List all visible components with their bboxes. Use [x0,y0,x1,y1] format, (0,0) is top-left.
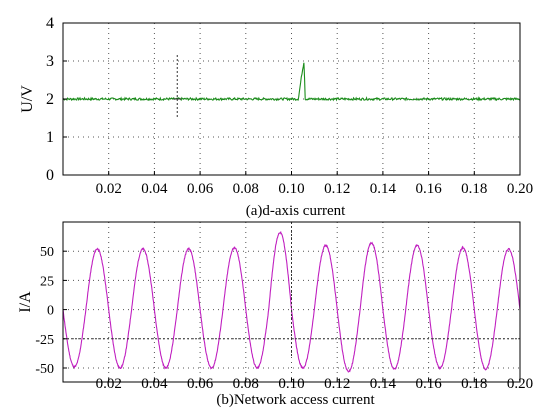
x-tick-label: 0.10 [278,376,304,392]
x-tick-label: 0.16 [415,376,442,392]
x-tick-label: 0.18 [461,181,487,197]
panel-b-network-access-current: 0.02 0.04 0.06 0.08 0.10 0.12 0.14 0.16 0.18 0.20… [17,221,533,408]
cursor-crosshair-icon [63,222,520,356]
x-tick-label: 0.12 [324,376,350,392]
y-tick-label: -25 [35,333,54,348]
y-tick-label: -50 [35,362,54,377]
x-tick-label: 0.02 [96,376,122,392]
series-line-network-current [62,231,521,373]
x-tick-label: 0.18 [461,376,487,392]
y-axis-label: U/V [19,85,36,113]
x-tick-label: 0.10 [278,181,304,197]
series-line-d-axis-current [62,62,521,102]
x-tick-label: 0.08 [233,376,259,392]
x-tick-label: 0.20 [507,376,533,392]
x-tick-label: 0.20 [507,181,533,197]
y-tick-label: 0 [47,304,54,319]
y-tick-label: 25 [40,274,54,289]
x-tick-label: 0.06 [187,376,214,392]
x-tick-label: 0.04 [141,376,168,392]
x-tick-label: 0.04 [141,181,168,197]
x-tick-label: 0.14 [370,376,397,392]
y-tick-label: 0 [46,167,54,184]
x-tick-label: 0.16 [415,181,442,197]
cursor-crosshair-icon [173,55,182,119]
x-tick-label: 0.14 [370,181,397,197]
y-tick-label: 1 [46,129,54,146]
y-axis-label: I/A [17,291,34,313]
panel-a-d-axis-current: 0.02 0.04 0.06 0.08 0.10 0.12 0.14 0.16 0.18 0.20… [19,15,533,219]
x-tick-label: 0.12 [324,181,350,197]
y-tick-label: 2 [46,91,54,108]
x-tick-label: 0.06 [187,181,214,197]
panel-caption: (a)d-axis current [246,203,346,219]
panel-caption: (b)Network access current [216,392,375,408]
x-tick-label: 0.02 [96,181,122,197]
y-tick-label: 50 [40,245,54,260]
y-tick-label: 4 [46,15,54,32]
y-tick-label: 3 [46,53,54,70]
x-tick-label: 0.08 [233,181,259,197]
